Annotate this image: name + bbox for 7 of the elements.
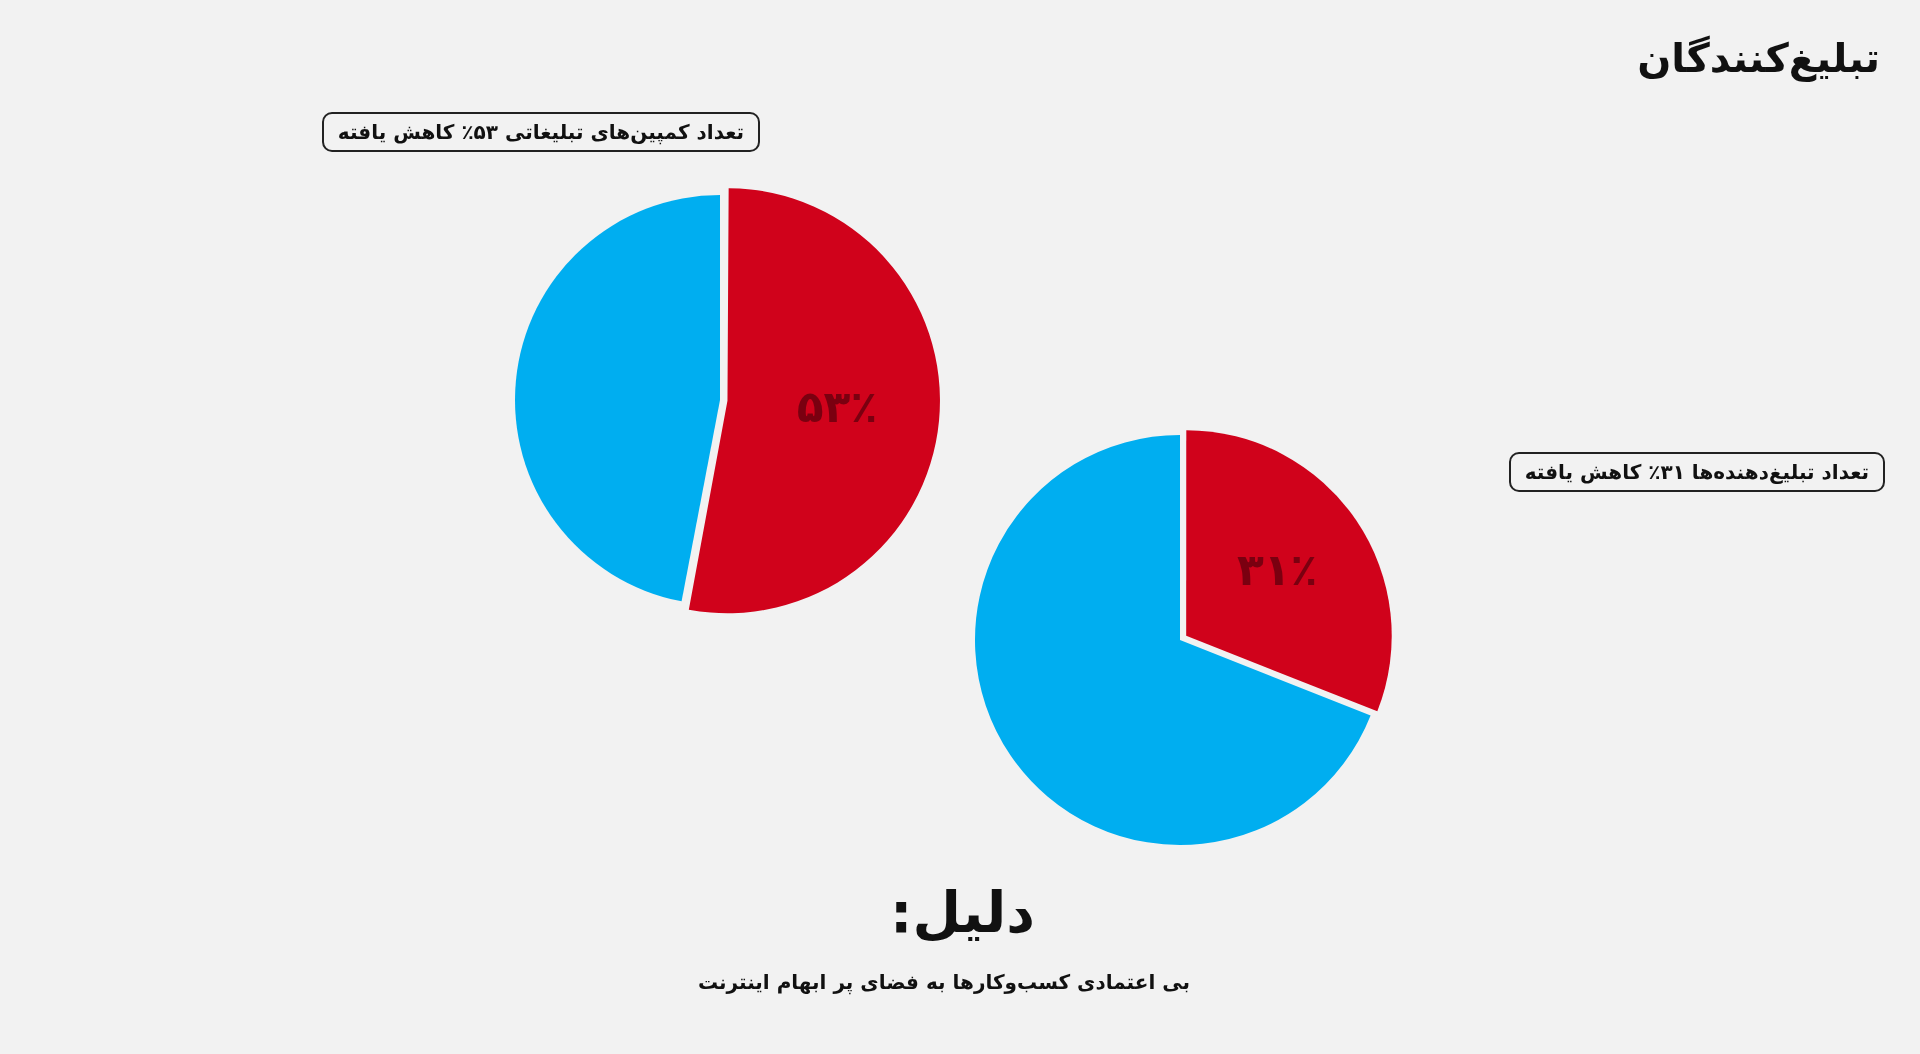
text: تعداد تبلیغ‌دهنده‌ها ۳۱٪ کاهش یافته [1508,452,1885,492]
text: دلیل: [889,880,1035,945]
data-label: ۵۳٪ [796,381,878,433]
text: تبلیغ‌کنندگان [1637,35,1880,81]
text: تعداد کمپین‌های تبلیغاتی ۵۳٪ کاهش یافته [321,112,760,152]
data-label: ۳۱٪ [1236,544,1318,596]
text: بی اعتمادی کسب‌وکارها به فضای پر ابهام اینترنت [697,970,1190,994]
